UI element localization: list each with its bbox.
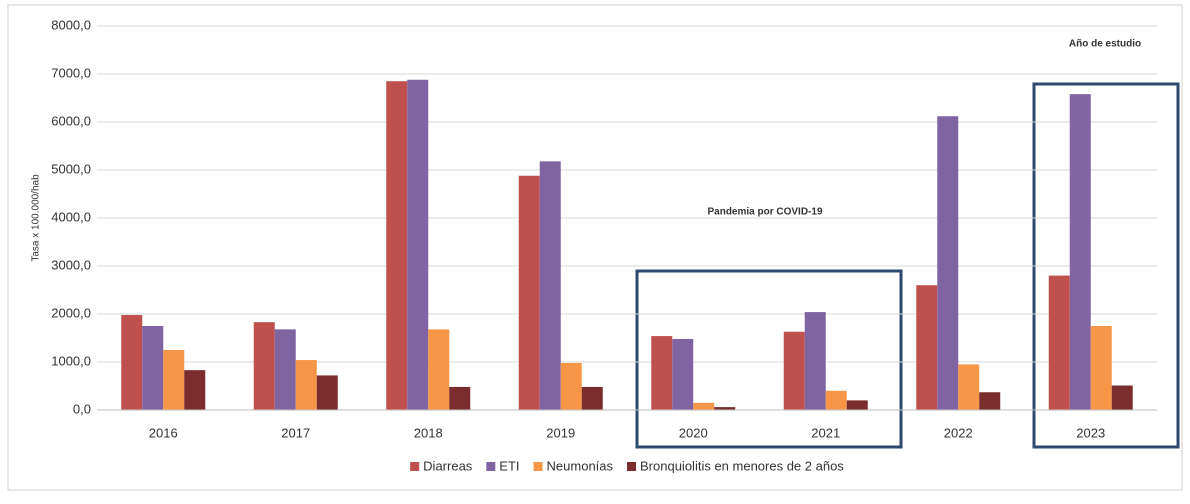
y-tick-label: 2000,0: [51, 305, 91, 320]
annotation: Pandemia por COVID-19: [707, 207, 822, 218]
bar: [274, 329, 296, 410]
bar: [1069, 94, 1091, 410]
bar: [1090, 326, 1112, 410]
x-tick-label: 2020: [679, 425, 708, 440]
x-tick-label: 2016: [149, 425, 178, 440]
y-tick-label: 6000,0: [51, 113, 91, 128]
y-tick-label: 4000,0: [51, 209, 91, 224]
bar: [693, 402, 715, 410]
bar: [651, 336, 673, 410]
bar: [121, 314, 143, 410]
bar: [560, 362, 582, 410]
annotation: Año de estudio: [1069, 39, 1141, 50]
bar: [1111, 385, 1133, 410]
x-tick-label: 2021: [811, 425, 840, 440]
bar: [449, 386, 471, 410]
x-tick-label: 2023: [1076, 425, 1105, 440]
highlight-box: [635, 269, 903, 449]
bar: [386, 81, 408, 410]
bar: [958, 364, 980, 410]
bar: [916, 285, 938, 410]
legend-item: Bronquiolitis en menores de 2 años: [627, 458, 844, 473]
bar: [428, 329, 450, 410]
legend-label: ETI: [499, 458, 519, 473]
bar: [295, 360, 317, 410]
bar: [581, 386, 603, 410]
y-tick-label: 0,0: [73, 401, 91, 416]
bar: [518, 175, 540, 410]
bar: [714, 407, 736, 410]
legend-label: Diarreas: [423, 458, 473, 473]
x-tick-label: 2018: [414, 425, 443, 440]
bar: [846, 400, 868, 410]
x-tick-label: 2017: [281, 425, 310, 440]
bar: [672, 338, 694, 410]
bar: [407, 79, 429, 410]
bar: [937, 116, 959, 411]
y-tick-label: 3000,0: [51, 257, 91, 272]
legend-swatch: [486, 462, 496, 471]
y-axis-label: Tasa x 100.000/hab: [31, 174, 42, 262]
legend-label: Neumonías: [547, 458, 614, 473]
y-tick-label: 5000,0: [51, 161, 91, 176]
bar: [1048, 275, 1070, 410]
bar: [804, 312, 826, 410]
legend-item: Diarreas: [410, 458, 473, 473]
bar: [253, 322, 275, 410]
legend-item: Neumonías: [533, 458, 614, 473]
legend-label: Bronquiolitis en menores de 2 años: [640, 458, 844, 473]
legend-swatch: [410, 462, 420, 471]
x-tick-label: 2019: [546, 425, 575, 440]
legend-swatch: [627, 462, 637, 471]
bar: [142, 326, 164, 410]
bar: [163, 350, 185, 410]
bar: [979, 392, 1001, 410]
chart-border: [7, 4, 1183, 491]
bar: [316, 375, 338, 410]
legend-swatch: [533, 462, 543, 471]
x-tick-label: 2022: [944, 425, 973, 440]
bar: [783, 331, 805, 410]
legend-item: ETI: [486, 458, 520, 473]
y-tick-label: 1000,0: [51, 353, 91, 368]
bar: [539, 161, 561, 410]
bar: [825, 390, 847, 410]
y-tick-label: 8000,0: [51, 17, 91, 32]
y-tick-label: 7000,0: [51, 65, 91, 80]
bar: [184, 370, 206, 410]
